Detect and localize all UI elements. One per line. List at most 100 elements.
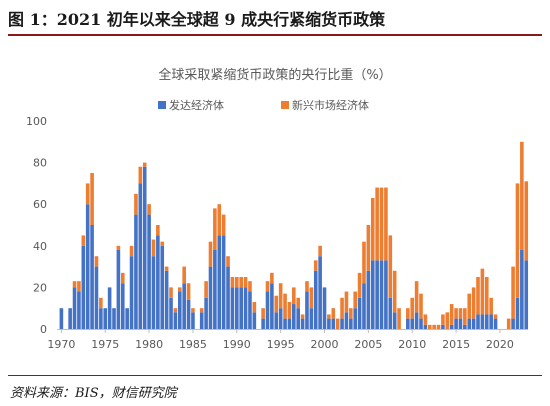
bar-emerging [213,208,217,250]
bar-developed [208,266,213,329]
bar-developed [107,287,112,329]
bar-developed [305,291,309,329]
bar-developed [296,308,300,329]
bar-emerging [208,241,213,267]
bar-emerging [349,308,353,319]
bars [59,141,529,329]
bar-emerging [116,245,121,250]
bar-emerging [129,245,134,257]
bar-developed [99,308,103,329]
bar-developed [156,235,160,329]
bar-developed [414,312,419,329]
legend-swatch-developed [158,101,166,109]
bar-developed [375,260,379,329]
bar-emerging [191,308,195,313]
bar-developed [419,318,423,329]
y-tick-label: 100 [26,115,47,128]
bar-developed [182,283,186,329]
bar-developed [379,260,384,329]
bar-emerging [427,324,432,329]
bar-developed [463,324,467,329]
bar-developed [81,245,86,329]
stacked-bar-chart: 全球采取紧缩货币政策的央行比重（%） 发达经济体 新兴市场经济体 0 20 40 60… [26,67,529,351]
bar-emerging [296,297,300,309]
bar-emerging [511,266,515,319]
bar-emerging [370,197,375,261]
bar-developed [103,308,108,329]
bar-emerging [340,297,344,319]
bar-emerging [77,281,81,292]
bar-emerging [182,266,186,284]
bar-emerging [217,204,222,236]
bar-developed [511,318,515,329]
bar-developed [515,297,520,329]
bar-developed [72,287,77,329]
bar-developed [476,314,480,329]
bar-emerging [248,281,252,292]
bar-emerging [99,297,103,309]
bar-emerging [173,308,178,313]
chart-title: 全球采取紧缩货币政策的央行比重（%） [158,67,391,83]
bar-developed [248,291,252,329]
bar-developed [112,308,116,329]
y-tick-label: 20 [33,281,47,294]
bar-developed [313,270,318,329]
bar-emerging [467,293,472,319]
x-axis: 1970 1975 1980 1985 1990 1995 2000 2005 2010 2015… [47,329,514,351]
bar-emerging [489,297,493,315]
bar-developed [204,297,208,329]
bar-emerging [476,277,480,315]
bar-emerging [436,324,441,329]
bar-developed [120,283,125,329]
bar-emerging [406,308,410,319]
legend-label-emerging: 新兴市场经济体 [292,98,369,112]
bar-emerging [226,256,230,267]
x-tick-label: 1975 [91,338,119,351]
bar-developed [169,297,173,329]
x-tick-label: 2015 [442,338,470,351]
x-tick-label: 1980 [135,338,163,351]
bar-developed [344,312,349,329]
bar-developed [116,249,121,329]
bar-emerging [204,281,208,298]
bar-developed [520,249,524,329]
bar-emerging [392,270,397,313]
y-axis: 0 20 40 60 80 100 [26,115,47,336]
bar-emerging [265,281,270,292]
bar-emerging [120,272,125,284]
y-tick-label: 60 [33,198,47,211]
bar-emerging [327,314,331,319]
bar-developed [147,214,151,329]
bar-emerging [318,245,322,257]
bar-emerging [156,225,160,236]
bar-emerging [90,173,94,225]
source-note: 资料来源：BIS，财信研究院 [10,386,177,401]
bar-emerging [230,277,235,288]
bar-emerging [261,308,265,319]
bar-developed [370,260,375,329]
bar-developed [142,166,147,329]
bar-emerging [344,291,349,313]
bar-developed [270,283,274,329]
bar-emerging [274,295,279,313]
bar-developed [484,314,489,329]
bar-developed [327,318,331,329]
bar-developed [392,312,397,329]
figure-title: 图 1：2021 初年以来全球超 9 成央行紧缩货币政策 [8,10,386,29]
bar-emerging [493,314,498,319]
bar-emerging [515,183,520,298]
bar-developed [524,260,529,329]
bar-developed [283,318,287,329]
bar-emerging [138,166,143,184]
bar-emerging [142,162,147,167]
bar-developed [68,308,72,329]
bar-developed [134,214,138,329]
bar-developed [230,287,235,329]
bar-developed [278,308,283,329]
bar-developed [125,308,129,329]
bar-developed [85,204,90,329]
bar-developed [388,297,393,329]
bar-emerging [480,268,485,315]
bar-developed [331,318,336,329]
bar-developed [357,297,362,329]
